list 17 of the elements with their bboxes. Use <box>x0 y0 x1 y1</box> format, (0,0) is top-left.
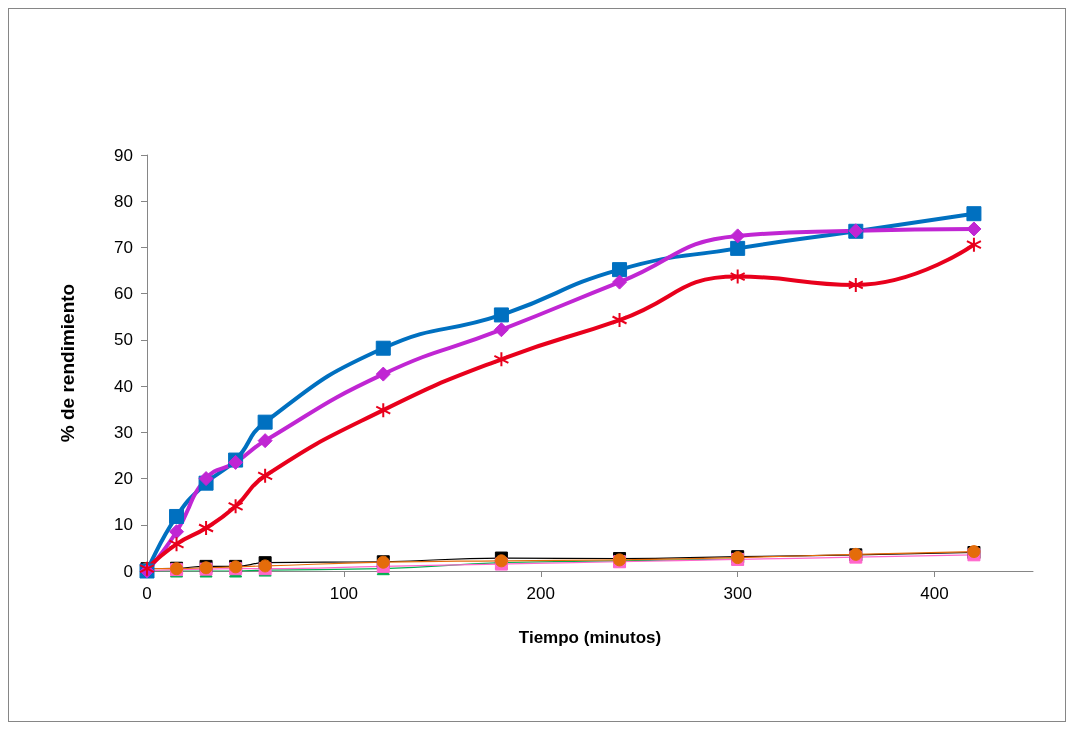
y-tick-label: 90 <box>114 145 133 165</box>
y-tick-label: 20 <box>114 469 133 489</box>
x-tick-label: 300 <box>723 584 752 603</box>
y-tick-label: 30 <box>114 422 133 442</box>
y-tick-label: 0 <box>123 561 133 581</box>
y-tick-label: 60 <box>114 284 133 304</box>
y-tick-label: 10 <box>114 515 133 535</box>
x-tick-label: 100 <box>329 584 359 603</box>
x-tick-label: 200 <box>526 584 555 603</box>
y-tick-label: 40 <box>114 376 133 396</box>
x-axis-title: Tiempo (minutos) <box>518 628 662 647</box>
y-tick-label: 70 <box>114 237 133 257</box>
y-tick-label: 50 <box>114 330 133 350</box>
x-tick-label: 400 <box>920 584 949 603</box>
y-axis-title: % de rendimiento <box>57 283 78 443</box>
x-tick-label: 0 <box>142 584 152 603</box>
y-tick-label: 80 <box>114 191 133 211</box>
